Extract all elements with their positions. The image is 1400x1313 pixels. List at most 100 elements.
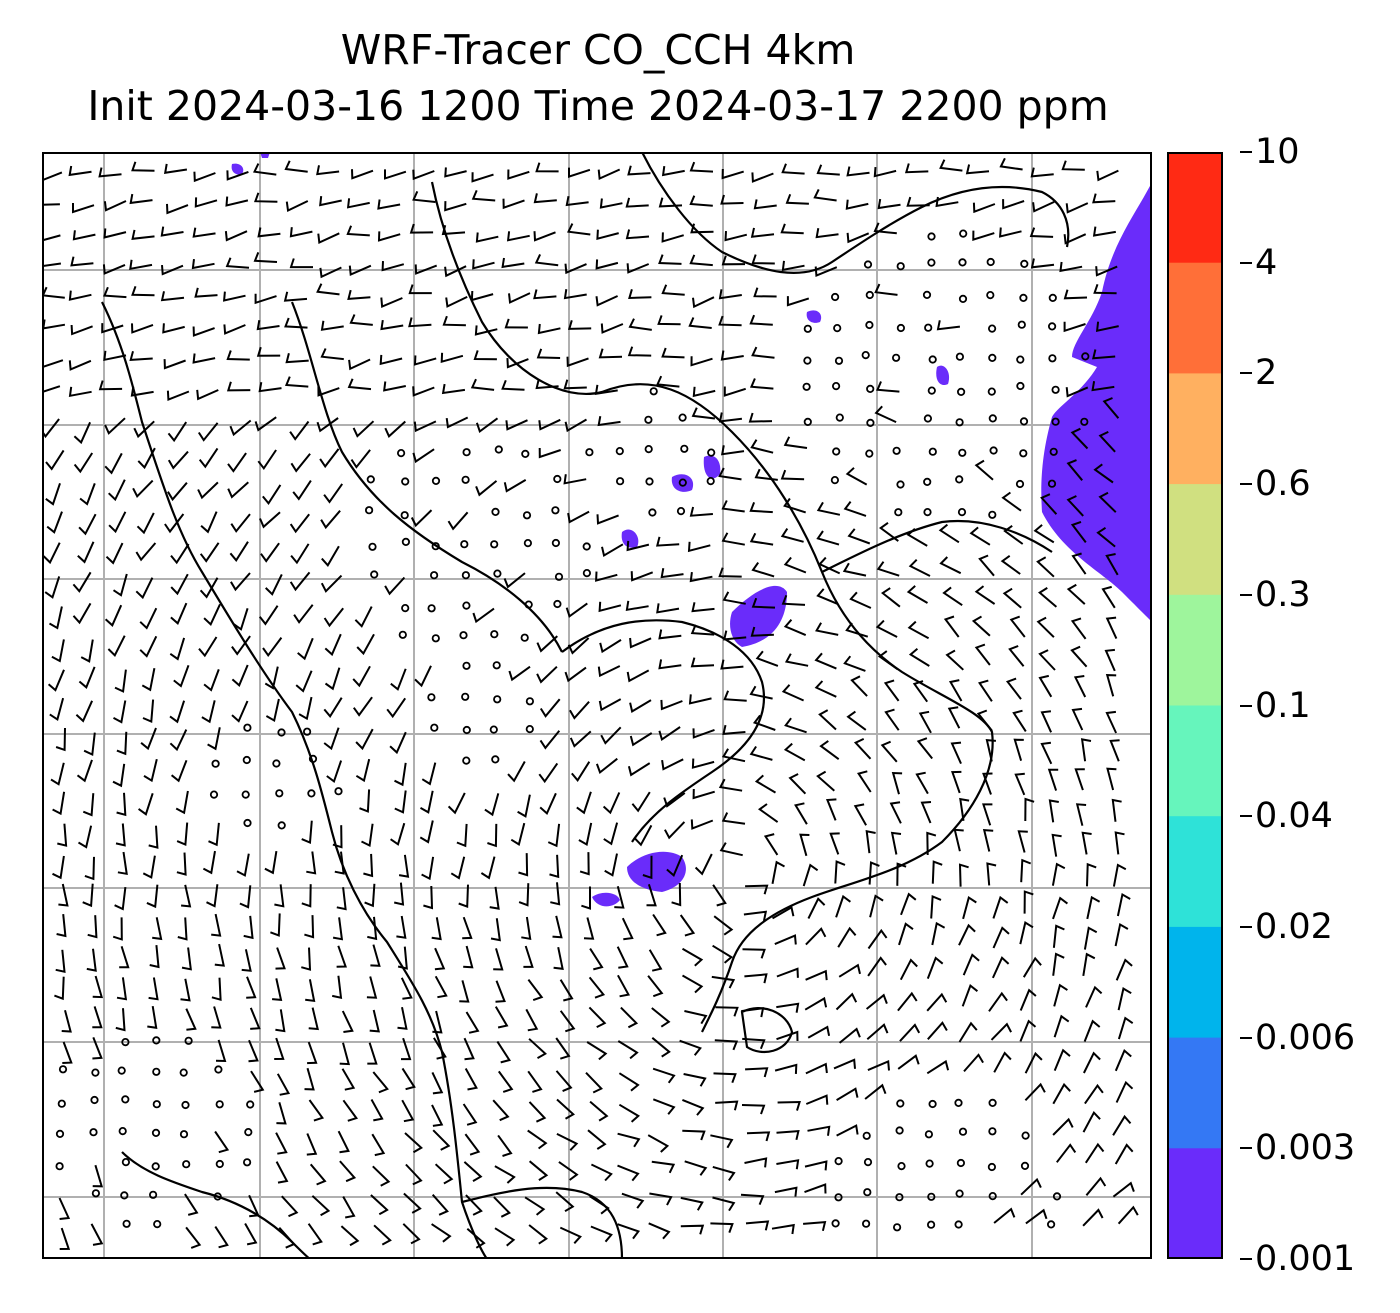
- wind-barb: [694, 853, 713, 876]
- wind-barb: [475, 417, 499, 434]
- wind-barb: [408, 317, 432, 328]
- wind-barb: [953, 828, 964, 852]
- wind-barb: [771, 905, 795, 920]
- wind-barb-calm: [429, 571, 439, 580]
- wind-barb: [274, 1037, 285, 1060]
- wind-barb: [829, 832, 840, 855]
- wind-barb: [689, 161, 714, 173]
- wind-barb: [103, 286, 127, 299]
- wind-barb: [224, 230, 248, 242]
- wind-barb-calm: [272, 759, 281, 768]
- wind-barb: [876, 381, 900, 393]
- wind-barb: [569, 730, 592, 748]
- wind-barb: [1098, 491, 1117, 513]
- wind-barb: [1083, 926, 1098, 950]
- wind-barb: [226, 350, 250, 361]
- wind-barb: [908, 558, 931, 577]
- wind-barb: [991, 956, 1010, 979]
- border-interior: [290, 301, 563, 653]
- wind-barb: [816, 530, 840, 546]
- tracer-plume-east: [1041, 182, 1152, 622]
- wind-barb: [140, 727, 157, 751]
- wind-barb: [1115, 1080, 1134, 1103]
- wind-barb: [259, 511, 281, 529]
- wind-barb: [396, 915, 407, 939]
- wind-barb: [680, 1224, 705, 1235]
- wind-barb: [413, 420, 437, 433]
- wind-barb: [241, 949, 252, 972]
- wind-barb: [290, 543, 310, 565]
- colorbar-tick: [1240, 483, 1252, 486]
- wind-barb-calm: [988, 510, 997, 519]
- wind-barb: [507, 761, 526, 783]
- wind-barb: [518, 883, 530, 907]
- wind-barb: [289, 258, 313, 269]
- wind-barb-calm: [582, 568, 592, 578]
- wind-barb: [342, 1196, 356, 1219]
- wind-barb: [456, 823, 468, 848]
- wind-barb: [196, 389, 219, 401]
- wind-barb: [1023, 890, 1034, 914]
- wind-barb: [494, 1227, 516, 1247]
- wind-barb-calm: [927, 232, 936, 241]
- wind-barb: [70, 256, 94, 267]
- wind-barb-calm: [865, 449, 874, 458]
- wind-barb: [104, 452, 123, 475]
- wind-barb: [576, 791, 592, 815]
- wind-barb: [661, 758, 684, 771]
- colorbar-tick-label: 0.003: [1255, 1128, 1356, 1169]
- wind-barb: [564, 666, 587, 683]
- wind-barb: [689, 506, 713, 517]
- wind-barb: [657, 315, 681, 326]
- wind-barb: [845, 622, 869, 638]
- wind-barb: [116, 792, 127, 817]
- wind-barb: [170, 759, 188, 783]
- wind-barb: [1019, 988, 1037, 1011]
- wind-barb: [1102, 397, 1120, 419]
- wind-barb-calm: [959, 229, 968, 238]
- wind-barb: [275, 1009, 286, 1033]
- wind-barb: [92, 975, 104, 999]
- wind-barb: [227, 452, 247, 473]
- wind-barb: [783, 742, 806, 762]
- wind-barb: [628, 289, 652, 300]
- wind-barb: [564, 418, 588, 433]
- wind-barb: [222, 291, 246, 302]
- wind-barb: [748, 412, 773, 423]
- coastline-bay: [430, 181, 994, 1033]
- wind-barb: [292, 480, 312, 501]
- wind-barb: [473, 350, 497, 361]
- wind-barb: [348, 358, 371, 371]
- wind-barb: [533, 193, 557, 204]
- wind-barb-calm: [956, 1158, 966, 1168]
- wind-barb-calm: [644, 415, 653, 424]
- wind-barb: [254, 293, 277, 305]
- wind-barb: [181, 947, 192, 971]
- wind-barb: [588, 1006, 607, 1028]
- wind-barb: [336, 887, 347, 911]
- wind-barb: [284, 317, 308, 329]
- wind-barb: [846, 710, 867, 731]
- wind-barb: [986, 862, 997, 886]
- wind-barb: [723, 386, 747, 397]
- wind-barb: [776, 1159, 800, 1170]
- wind-barb-calm: [179, 1130, 189, 1139]
- wind-barb: [783, 556, 807, 574]
- wind-barb: [614, 886, 625, 909]
- wind-barb: [223, 324, 246, 335]
- wind-barb-calm: [461, 571, 470, 580]
- wind-barb: [129, 259, 153, 271]
- wind-barb: [42, 319, 66, 330]
- wind-barb: [598, 698, 622, 712]
- wind-barb: [82, 883, 94, 908]
- wind-barb: [257, 227, 281, 238]
- wind-barb: [194, 197, 218, 208]
- wind-barb: [595, 295, 619, 307]
- wind-barb: [199, 577, 219, 599]
- wind-barb: [431, 1071, 444, 1095]
- wind-barb: [842, 562, 867, 577]
- wind-barb-calm: [892, 1223, 902, 1232]
- wind-barb: [788, 773, 807, 795]
- wind-barb: [585, 1072, 603, 1094]
- wind-barb: [161, 264, 184, 276]
